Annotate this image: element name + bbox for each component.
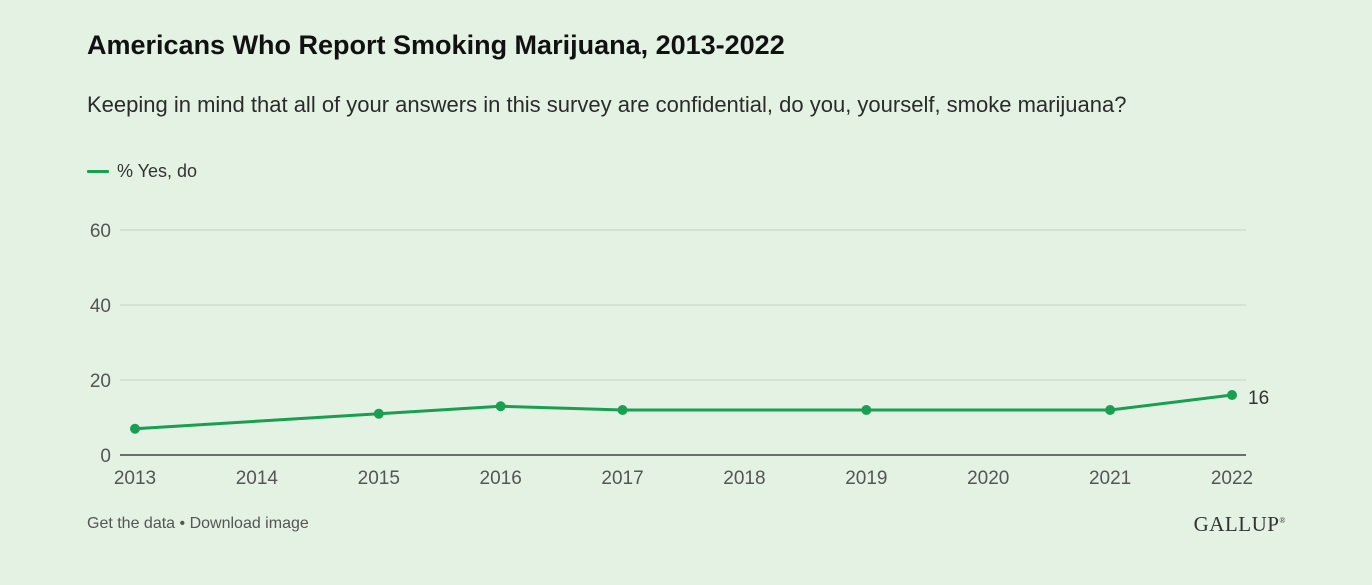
x-tick-label: 2021 xyxy=(1089,468,1131,489)
x-tick-label: 2014 xyxy=(236,468,279,489)
get-data-link[interactable]: Get the data xyxy=(87,515,176,532)
x-tick-label: 2016 xyxy=(480,468,522,489)
x-tick-label: 2017 xyxy=(601,468,643,489)
data-point xyxy=(1105,405,1116,415)
y-tick-label: 60 xyxy=(90,221,111,242)
footer-separator: • xyxy=(179,515,186,532)
chart-title: Americans Who Report Smoking Marijuana, … xyxy=(87,30,785,60)
legend: % Yes, do xyxy=(87,161,197,182)
x-tick-label: 2019 xyxy=(845,468,887,489)
gallup-logo: GALLUP® xyxy=(1194,512,1286,537)
data-point xyxy=(495,401,506,412)
x-tick-label: 2018 xyxy=(723,468,765,489)
brand-registered-mark: ® xyxy=(1279,516,1286,525)
data-point xyxy=(130,423,140,434)
x-tick-label: 2020 xyxy=(967,468,1009,489)
series-line xyxy=(134,393,1233,431)
y-tick-label: 40 xyxy=(90,296,111,317)
y-tick-label: 20 xyxy=(90,371,111,392)
y-tick-label: 0 xyxy=(100,446,111,467)
data-label: 16 xyxy=(1248,388,1269,409)
data-point xyxy=(373,408,384,419)
data-point xyxy=(1227,390,1237,400)
x-tick-label: 2015 xyxy=(358,468,400,489)
legend-label: % Yes, do xyxy=(117,161,198,181)
download-image-link[interactable]: Download image xyxy=(189,515,309,532)
data-point xyxy=(617,405,628,415)
legend-swatch xyxy=(87,170,109,173)
brand-text: GALLUP xyxy=(1193,512,1280,536)
footer-links: Get the data • Download image xyxy=(87,515,309,533)
chart-subtitle: Keeping in mind that all of your answers… xyxy=(87,92,1127,117)
x-tick-label: 2022 xyxy=(1211,468,1253,489)
x-tick-label: 2013 xyxy=(114,468,156,489)
data-point xyxy=(861,405,872,415)
